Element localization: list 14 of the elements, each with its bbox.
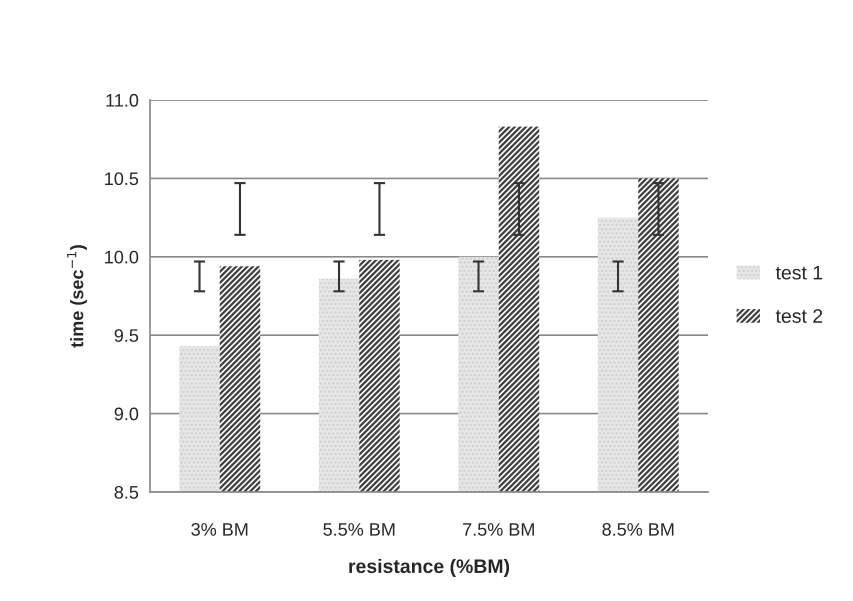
y-tick-label: 8.5 xyxy=(114,486,138,499)
y-tick-label: 9.0 xyxy=(114,408,138,420)
y-tick-label: 9.5 xyxy=(114,329,138,342)
x-tick-label: 7.5% BM xyxy=(463,523,534,536)
legend-label: test 2 xyxy=(776,309,822,323)
x-tick-label: 8.5% BM xyxy=(602,523,674,536)
x-axis-title: resistance (%BM) xyxy=(349,558,510,577)
y-axis-title: time (sec$^{−1}$) xyxy=(67,245,87,348)
x-tick-label: 5.5% BM xyxy=(323,523,394,536)
y-tick-label: 10.0 xyxy=(105,250,138,264)
y-tick-label: 10.5 xyxy=(105,172,138,186)
x-tick-label: 3% BM xyxy=(191,523,248,536)
y-tick-label: 11.0 xyxy=(106,94,138,107)
legend-label: test 1 xyxy=(776,266,822,280)
